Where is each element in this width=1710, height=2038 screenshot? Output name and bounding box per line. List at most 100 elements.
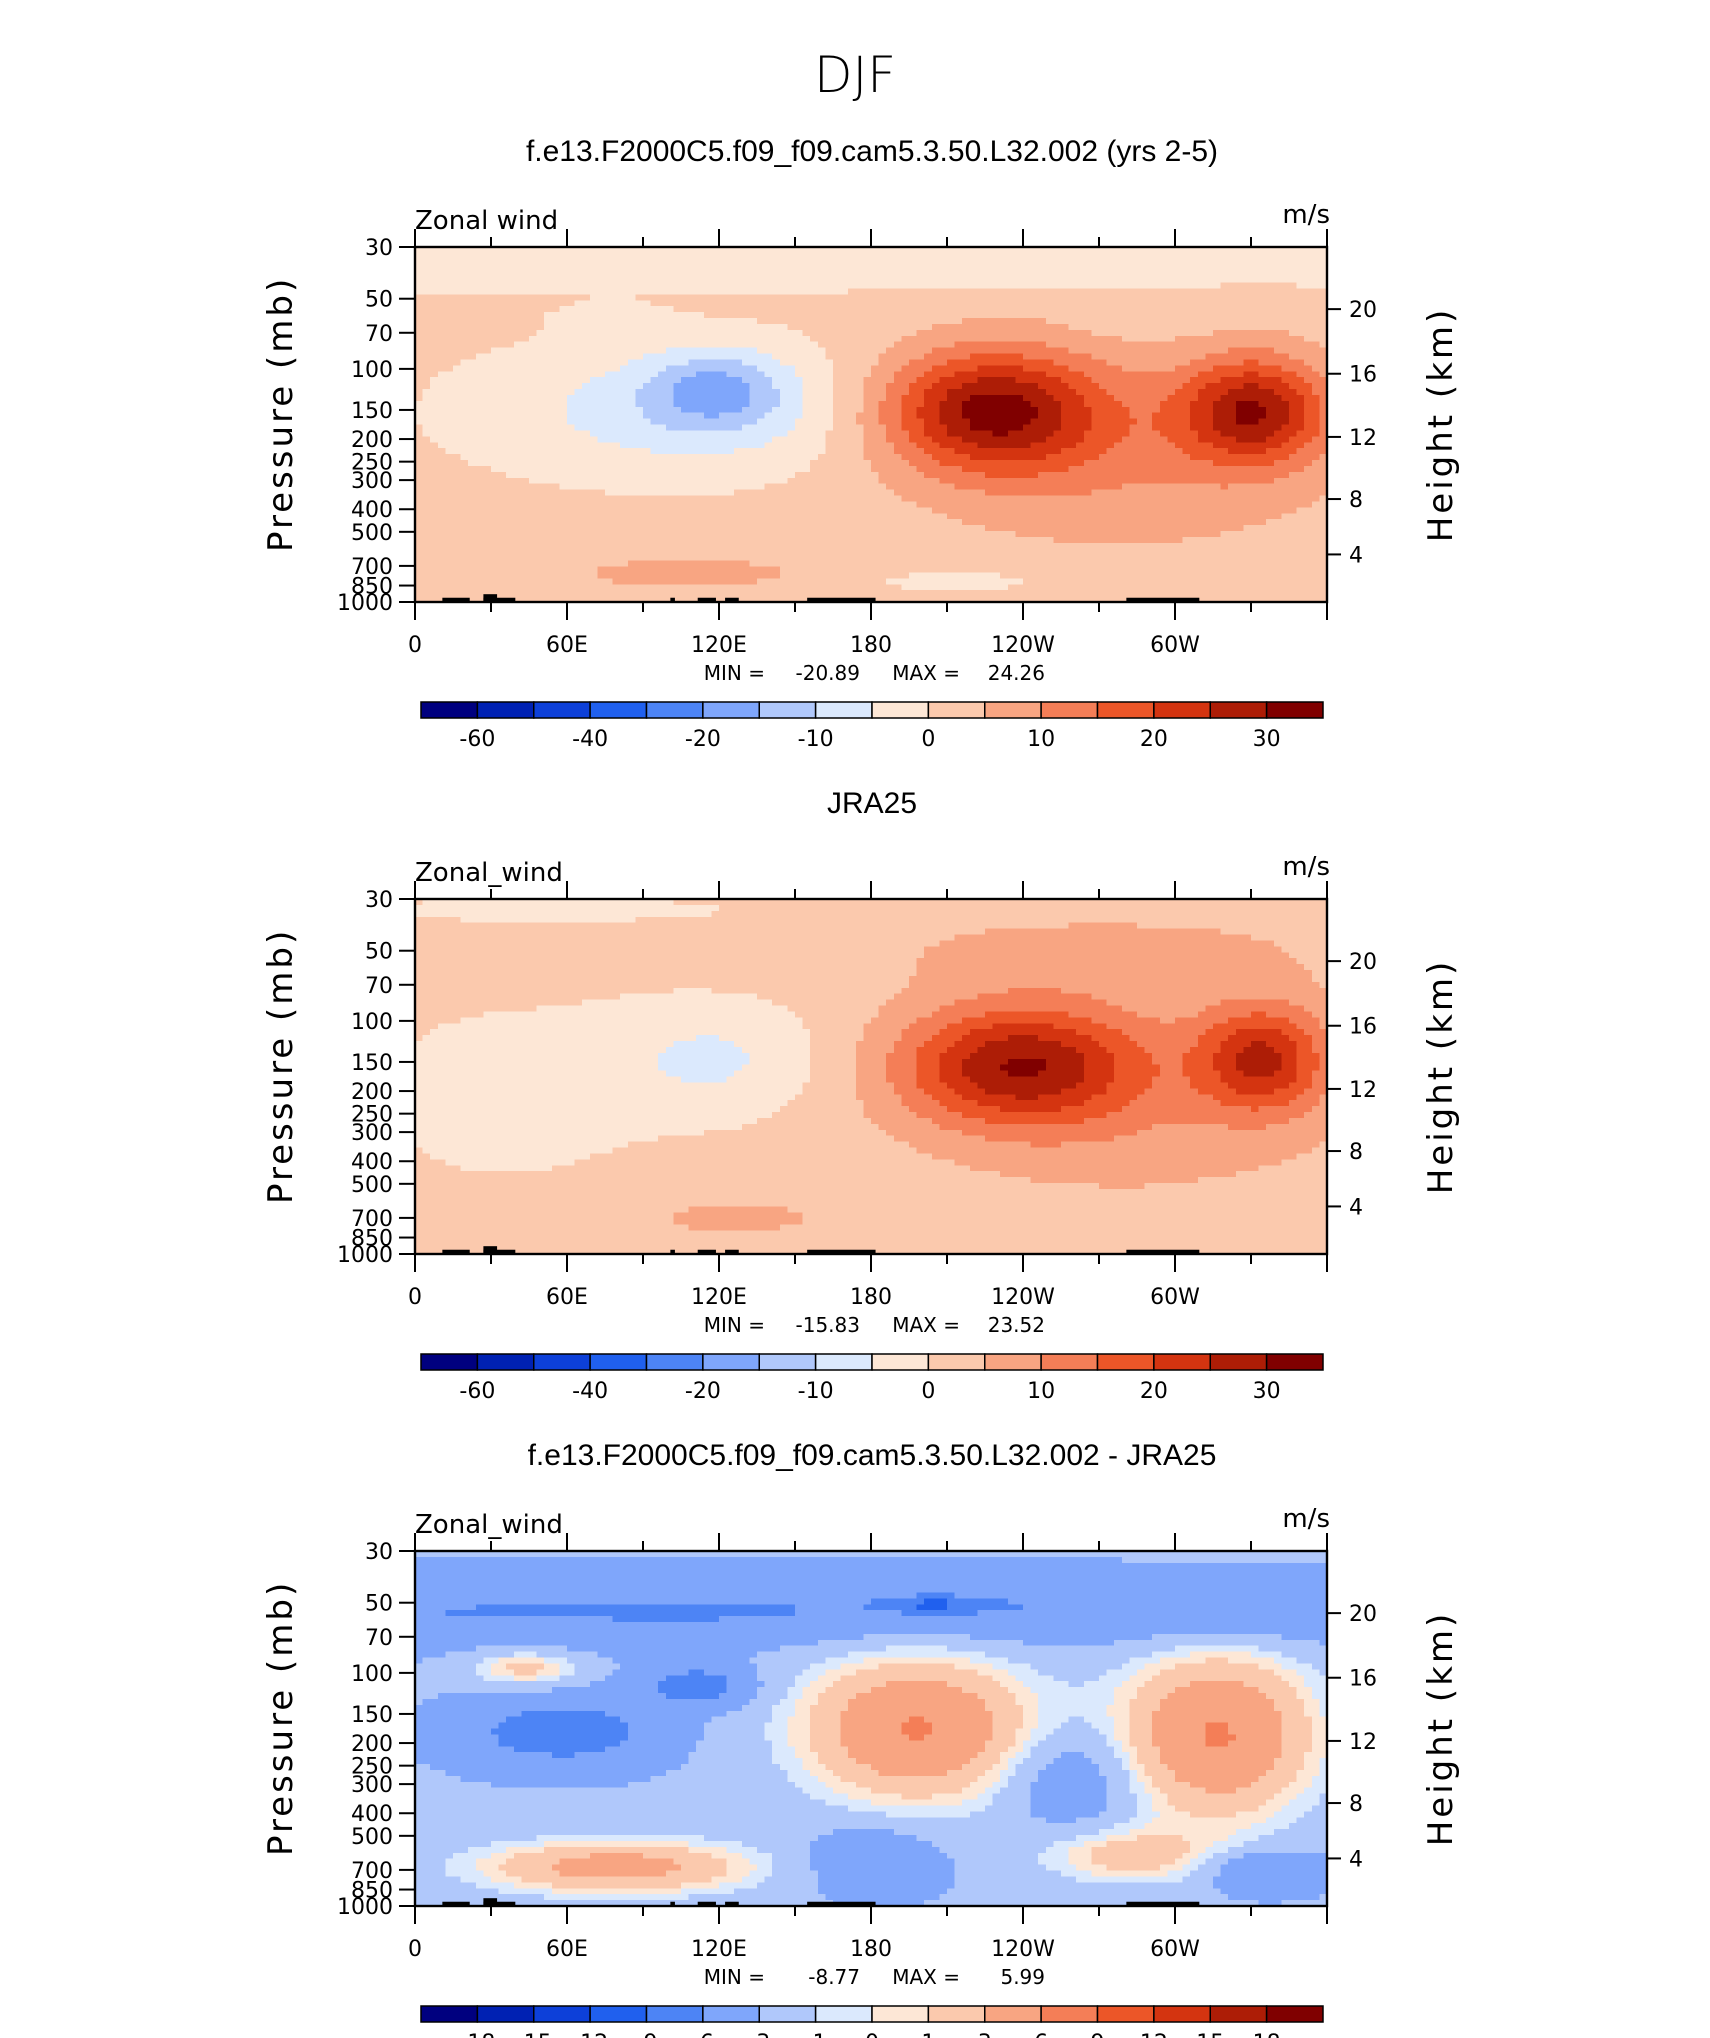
contour-cell xyxy=(1243,430,1252,437)
contour-cell xyxy=(696,383,705,390)
contour-cell xyxy=(430,294,439,301)
contour-cell xyxy=(574,448,583,455)
contour-cell xyxy=(1251,477,1260,485)
contour-cell xyxy=(947,312,956,319)
contour-cell xyxy=(1030,442,1039,449)
contour-cell xyxy=(924,323,933,331)
contour-cell xyxy=(1311,483,1320,491)
contour-cell xyxy=(871,383,880,390)
contour-cell xyxy=(1129,424,1138,432)
contour-cell xyxy=(1038,359,1047,366)
contour-cell xyxy=(947,347,956,355)
contour-cell xyxy=(1129,442,1138,449)
contour-cell xyxy=(711,371,720,378)
contour-cell xyxy=(475,394,484,402)
contour-cell xyxy=(1068,389,1077,396)
contour-cell xyxy=(802,400,811,408)
contour-cell xyxy=(1311,300,1320,307)
contour-cell xyxy=(696,389,705,396)
contour-cell xyxy=(415,460,424,467)
contour-cell xyxy=(855,477,864,485)
contour-cell xyxy=(802,270,811,278)
contour-cell xyxy=(597,300,606,307)
contour-cell xyxy=(1220,400,1229,408)
contour-cell xyxy=(1296,264,1305,272)
contour-cell xyxy=(445,252,454,260)
contour-cell xyxy=(985,264,994,272)
contour-cell xyxy=(909,394,918,402)
contour-cell xyxy=(1000,460,1009,467)
contour-cell xyxy=(1296,282,1305,290)
contour-cell xyxy=(491,312,500,319)
contour-cell xyxy=(1266,341,1275,349)
contour-cell xyxy=(741,418,750,426)
contour-cell xyxy=(1159,270,1168,278)
contour-cell xyxy=(1053,276,1062,284)
contour-cell xyxy=(1152,442,1161,449)
contour-cell xyxy=(1061,318,1070,325)
contour-cell xyxy=(726,252,735,260)
contour-cell xyxy=(437,448,446,455)
contour-cell xyxy=(1129,341,1138,349)
contour-cell xyxy=(521,418,530,426)
contour-cell xyxy=(1266,312,1275,319)
contour-cell xyxy=(1190,389,1199,396)
contour-cell xyxy=(483,264,492,272)
contour-cell xyxy=(1205,365,1214,372)
contour-cell xyxy=(475,252,484,260)
contour-cell xyxy=(848,323,857,331)
contour-cell xyxy=(848,412,857,420)
contour-cell xyxy=(491,465,500,473)
contour-cell xyxy=(1167,371,1176,378)
contour-cell xyxy=(475,454,484,461)
contour-cell xyxy=(787,383,796,390)
contour-cell xyxy=(415,247,424,254)
contour-cell xyxy=(582,312,591,319)
contour-cell xyxy=(1152,483,1161,491)
contour-cell xyxy=(483,418,492,426)
contour-cell xyxy=(536,359,545,366)
contour-cell xyxy=(453,353,462,361)
contour-cell xyxy=(772,489,781,497)
contour-cell xyxy=(627,442,636,449)
contour-cell xyxy=(1281,288,1290,295)
contour-cell xyxy=(1273,270,1282,278)
contour-cell xyxy=(673,359,682,366)
contour-cell xyxy=(1053,329,1062,337)
contour-cell xyxy=(779,371,788,378)
contour-cell xyxy=(1137,371,1146,378)
contour-cell xyxy=(1038,430,1047,437)
contour-cell xyxy=(985,406,994,414)
contour-cell xyxy=(795,359,804,366)
contour-cell xyxy=(437,353,446,361)
contour-cell xyxy=(1228,264,1237,272)
contour-cell xyxy=(453,483,462,491)
contour-cell xyxy=(582,448,591,455)
contour-cell xyxy=(1007,377,1016,384)
contour-cell xyxy=(1235,389,1244,396)
contour-cell xyxy=(833,353,842,361)
contour-cell xyxy=(1197,371,1206,378)
contour-cell xyxy=(1076,430,1085,437)
contour-cell xyxy=(734,282,743,290)
contour-cell xyxy=(749,477,758,485)
contour-cell xyxy=(597,329,606,337)
contour-cell xyxy=(1213,454,1222,461)
contour-cell xyxy=(909,436,918,443)
contour-cell xyxy=(1243,329,1252,337)
contour-cell xyxy=(635,436,644,443)
contour-cell xyxy=(1061,477,1070,485)
contour-cell xyxy=(529,270,538,278)
contour-cell xyxy=(1190,460,1199,467)
contour-cell xyxy=(1083,483,1092,491)
contour-cell xyxy=(582,341,591,349)
contour-cell xyxy=(544,483,553,491)
contour-cell xyxy=(612,412,621,420)
contour-cell xyxy=(1015,276,1024,284)
contour-cell xyxy=(1251,329,1260,337)
contour-cell xyxy=(1030,394,1039,402)
contour-cell xyxy=(703,318,712,325)
contour-cell xyxy=(1007,276,1016,284)
contour-cell xyxy=(901,412,910,420)
contour-cell xyxy=(848,276,857,284)
